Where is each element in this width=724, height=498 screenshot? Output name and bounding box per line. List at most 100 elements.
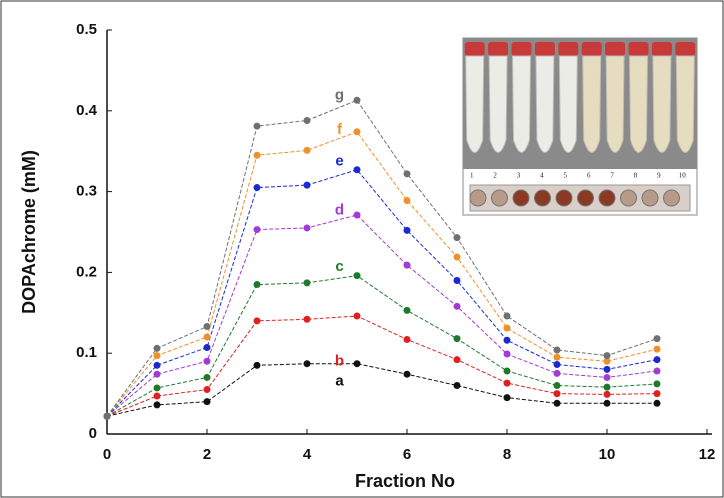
series-label: d <box>335 201 344 218</box>
data-point <box>553 399 561 407</box>
data-point <box>603 390 611 398</box>
inset-label: 1 <box>470 172 474 180</box>
series-line <box>106 275 658 417</box>
data-point <box>453 382 461 390</box>
inset-label: 5 <box>564 172 568 180</box>
data-point <box>503 336 511 344</box>
data-point <box>403 306 411 314</box>
data-point <box>453 234 461 242</box>
data-point <box>303 224 311 232</box>
data-point <box>403 226 411 234</box>
data-point <box>203 357 211 365</box>
tube-cap <box>675 42 696 56</box>
data-point <box>353 312 361 320</box>
data-point <box>253 317 261 325</box>
data-point <box>303 279 311 287</box>
inset-label: 10 <box>679 172 687 180</box>
x-tick-label: 6 <box>403 446 411 463</box>
series-label: c <box>335 258 343 275</box>
series-line <box>106 363 657 417</box>
data-point <box>653 390 661 398</box>
data-point <box>503 324 511 332</box>
data-point <box>603 352 611 360</box>
data-point <box>303 315 311 323</box>
data-point <box>403 170 411 178</box>
well <box>620 189 637 207</box>
series-label: f <box>337 121 343 138</box>
tube <box>628 55 649 153</box>
data-point <box>503 367 511 375</box>
data-point <box>353 360 361 368</box>
inset-label: 2 <box>493 172 497 180</box>
x-tick-label: 8 <box>503 446 511 463</box>
data-point <box>153 370 161 378</box>
inset-label: 9 <box>657 172 661 180</box>
data-point <box>453 302 461 310</box>
well <box>577 189 594 207</box>
data-point <box>203 323 211 331</box>
data-point <box>153 384 161 392</box>
y-tick-label: 0.2 <box>76 263 97 280</box>
data-point <box>353 166 361 174</box>
data-point <box>653 335 661 343</box>
data-point <box>553 382 561 390</box>
tube-cap <box>651 42 672 56</box>
series-line <box>106 131 658 417</box>
tube-cap <box>558 42 579 56</box>
well <box>512 189 530 207</box>
x-tick-label: 0 <box>103 446 111 463</box>
series-label: a <box>335 373 344 390</box>
data-point <box>603 373 611 381</box>
data-point <box>253 281 261 289</box>
data-point <box>253 184 261 192</box>
data-point <box>303 146 311 154</box>
tube <box>582 55 602 153</box>
well <box>555 189 573 207</box>
data-point <box>203 344 211 352</box>
data-point <box>353 96 361 104</box>
data-point <box>203 333 211 341</box>
inset-label: 6 <box>587 172 591 180</box>
tube <box>605 55 625 153</box>
data-point <box>503 350 511 358</box>
data-point <box>403 261 411 269</box>
data-point <box>153 344 161 352</box>
data-point <box>353 211 361 219</box>
tube-cap <box>581 42 602 56</box>
data-point <box>303 116 311 124</box>
x-tick-label: 12 <box>699 446 716 463</box>
data-point <box>653 399 661 407</box>
data-point <box>203 398 211 406</box>
tube <box>488 55 508 153</box>
data-point <box>503 312 511 320</box>
tube-cap <box>488 42 509 56</box>
data-point <box>303 360 311 368</box>
data-point <box>253 226 261 234</box>
y-axis-title: DOPAchrome (mM) <box>19 150 39 314</box>
x-tick-label: 2 <box>203 446 211 463</box>
well <box>534 189 551 207</box>
data-point <box>553 346 561 354</box>
x-tick-label: 4 <box>303 446 312 463</box>
data-point <box>653 380 661 388</box>
well <box>491 189 508 207</box>
tube <box>535 55 555 153</box>
data-point <box>253 122 261 130</box>
series-label: g <box>335 86 344 103</box>
data-point <box>553 390 561 398</box>
inset-photo: 1 2 3 4 5 6 7 8 9 10 <box>462 37 698 216</box>
data-point <box>253 361 261 369</box>
y-tick-label: 0.1 <box>76 344 97 361</box>
data-point <box>303 181 311 189</box>
tube-cap <box>464 42 485 56</box>
series-label: e <box>335 152 343 169</box>
data-point <box>353 128 361 136</box>
data-point <box>403 335 411 343</box>
well <box>663 189 680 207</box>
data-point <box>103 412 111 420</box>
data-point <box>503 379 511 387</box>
data-point <box>453 335 461 343</box>
data-point <box>153 352 161 360</box>
